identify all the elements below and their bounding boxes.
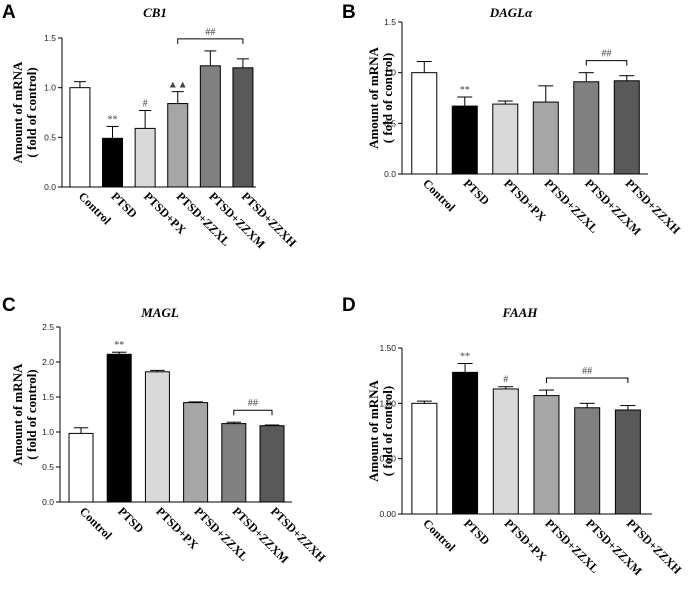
chart-title-cb1: CB1 [143, 5, 167, 20]
panel-letter-d: D [342, 295, 356, 316]
category-label: PTSD [461, 176, 493, 208]
bar [492, 388, 519, 515]
y-tick-label: 0.5 [384, 118, 396, 128]
y-tick-label: 1.00 [379, 398, 396, 408]
bar [106, 353, 132, 503]
bracket-label: ## [205, 27, 215, 38]
y-tick-label: 2.0 [42, 357, 54, 367]
category-label: PTSD [461, 516, 493, 548]
bar [102, 137, 124, 188]
panel-b: B DAGLα 0.0 0.5 1.0 1.5 Amount of mRNA( fold… [342, 2, 684, 238]
bracket-label: ## [248, 398, 258, 409]
bar [232, 67, 254, 188]
bar [573, 81, 600, 175]
y-tick-label: 0.5 [44, 132, 56, 142]
panel-letter-a: A [2, 2, 16, 23]
y-tick-label: 0.5 [42, 462, 54, 472]
bracket-label: ## [582, 366, 592, 377]
panel-letter-b: B [342, 2, 356, 23]
chart-title-faah: FAAH [502, 305, 539, 320]
chart-title-magl: MAGL [140, 305, 179, 320]
panel-c: C MAGL 0.0 0.5 1.0 1.5 2.0 2.5 Amount of mRNA(… [2, 295, 329, 566]
category-label: PTSD [115, 504, 147, 536]
category-label: Control [420, 176, 458, 214]
bar [259, 425, 285, 503]
bar [532, 101, 559, 175]
y-axis-title-line: Amount of mRNA [10, 363, 25, 465]
significance-mark: ** [108, 114, 118, 125]
y-tick-label: 0.50 [379, 454, 396, 464]
significance-mark: ** [114, 340, 124, 351]
y-tick-label: 1.0 [44, 83, 56, 93]
bar [183, 402, 209, 503]
bar [144, 371, 170, 503]
bar [69, 87, 91, 188]
y-axis-title-line: Amount of mRNA [10, 61, 25, 163]
bar [167, 103, 189, 188]
plot-area-c: 0.0 0.5 1.0 1.5 2.0 2.5 Amount of mRNA( fold o… [10, 322, 329, 566]
panel-d: D FAAH 0.00 0.50 1.00 1.50 Amount of mRNA( f… [342, 295, 685, 578]
y-tick-label: 1.50 [379, 343, 396, 353]
y-axis-title-line: Amount of mRNA [366, 46, 381, 148]
bar [614, 409, 641, 515]
significance-mark: ** [460, 351, 470, 362]
plot-area-a: 0.0 0.5 1.0 1.5 Amount of mRNA( fold of cont… [10, 27, 300, 251]
category-label: Control [420, 516, 458, 554]
y-axis-title: Amount of mRNA( fold of control) [366, 379, 395, 481]
y-tick-label: 0.0 [42, 497, 54, 507]
y-tick-label: 2.5 [42, 322, 54, 332]
category-label: Control [77, 504, 115, 542]
y-axis-title: Amount of mRNA( fold of control) [10, 363, 39, 465]
y-tick-label: 1.0 [42, 427, 54, 437]
y-axis-title: Amount of mRNA( fold of control) [10, 61, 39, 163]
y-axis-title-line: ( fold of control) [380, 53, 395, 143]
bar [134, 127, 156, 188]
significance-mark: # [503, 375, 508, 386]
category-label: PTSD+PX [502, 516, 550, 564]
bar [452, 371, 479, 515]
significance-mark: # [143, 99, 148, 110]
panel-letter-c: C [2, 295, 16, 316]
bar [411, 72, 438, 175]
category-label: Control [76, 189, 114, 227]
bar [533, 395, 560, 515]
bar [411, 402, 438, 515]
y-tick-label: 0.00 [379, 509, 396, 519]
plot-area-d: 0.00 0.50 1.00 1.50 Amount of mRNA( fold of … [366, 343, 685, 578]
significance-bracket [585, 60, 628, 66]
y-axis-title-line: ( fold of control) [24, 369, 39, 459]
y-tick-label: 1.5 [384, 17, 396, 27]
panel-a: A CB1 0.0 0.5 1.0 1.5 Amount of mRNA( fold o… [2, 2, 300, 251]
y-tick-label: 0.0 [44, 182, 56, 192]
significance-mark: ▲▲ [168, 80, 188, 91]
bar [451, 105, 478, 175]
y-tick-label: 1.5 [42, 392, 54, 402]
y-axis-title-line: Amount of mRNA [366, 379, 381, 481]
bar [492, 103, 519, 175]
bracket-label: ## [602, 49, 612, 60]
significance-mark: ** [460, 85, 470, 96]
significance-bracket [177, 38, 244, 44]
y-axis-title-line: ( fold of control) [24, 67, 39, 157]
plot-area-b: 0.0 0.5 1.0 1.5 Amount of mRNA( fold of cont… [366, 17, 684, 238]
category-label: PTSD+PX [501, 176, 549, 224]
significance-bracket [233, 409, 273, 416]
bar [199, 65, 221, 188]
y-axis-title: Amount of mRNA( fold of control) [366, 46, 395, 148]
y-tick-label: 0.0 [384, 169, 396, 179]
chart-title-dagla: DAGLα [489, 5, 533, 20]
y-axis-title-line: ( fold of control) [380, 386, 395, 476]
bar [68, 432, 94, 503]
bar [574, 407, 601, 515]
significance-bracket [545, 377, 629, 384]
bar [221, 423, 247, 503]
bar [613, 80, 640, 175]
y-tick-label: 1.0 [384, 68, 396, 78]
y-tick-label: 1.5 [44, 33, 56, 43]
